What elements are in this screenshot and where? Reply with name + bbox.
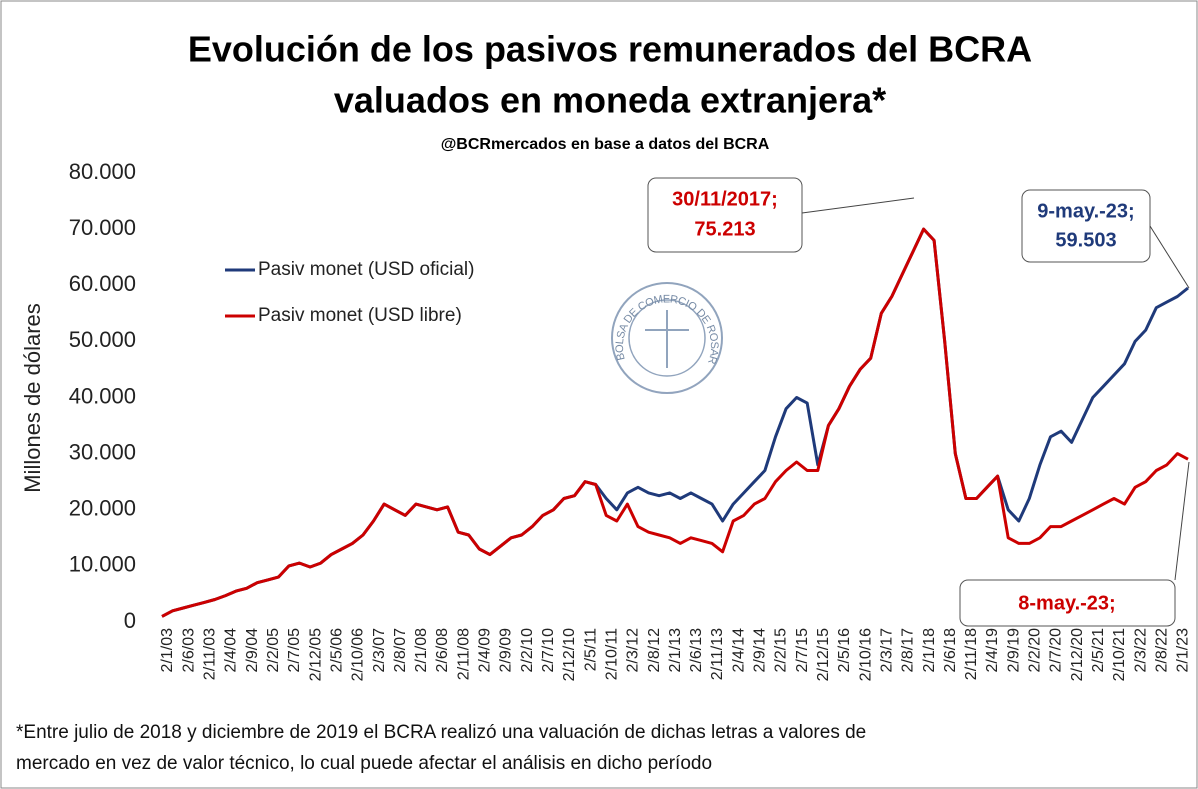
- y-axis-label: Millones de dólares: [20, 303, 45, 493]
- x-tick-label: 2/1/23: [1175, 628, 1192, 673]
- footnote: mercado en vez de valor técnico, lo cual…: [16, 753, 712, 774]
- annotation-text: 59.503: [1055, 229, 1116, 251]
- x-tick-label: 2/5/11: [582, 628, 599, 671]
- chart-title-line2: valuados en moneda extranjera*: [334, 80, 886, 121]
- x-tick-label: 2/11/03: [202, 628, 219, 680]
- x-tick-label: 2/7/15: [794, 628, 811, 673]
- x-tick-label: 2/4/04: [223, 628, 240, 673]
- annotation-box: [959, 579, 1176, 627]
- x-tick-label: 2/11/18: [963, 628, 980, 680]
- x-tick-label: 2/5/06: [328, 628, 345, 673]
- x-tick-label: 2/10/21: [1111, 628, 1128, 681]
- x-tick-label: 2/5/21: [1090, 628, 1107, 673]
- y-tick-label: 40.000: [69, 383, 136, 408]
- y-tick-label: 20.000: [69, 496, 136, 521]
- x-tick-label: 2/4/19: [984, 628, 1001, 673]
- x-tick-label: 2/9/09: [498, 628, 515, 673]
- y-tick-label: 70.000: [69, 215, 136, 240]
- x-tick-label: 2/2/05: [265, 628, 282, 673]
- y-tick-label: 0: [124, 608, 136, 633]
- x-tick-label: 2/11/13: [709, 628, 726, 680]
- x-tick-label: 2/9/14: [752, 628, 769, 673]
- x-tick-label: 2/12/15: [815, 628, 832, 681]
- y-tick-label: 30.000: [69, 439, 136, 464]
- annotation-box: [647, 177, 803, 253]
- annotations: 30/11/2017; 75.213 9-may.-23; 59.503 8-m…: [647, 177, 1190, 627]
- x-tick-label: 2/8/12: [646, 628, 663, 673]
- annotation-text: 8-may.-23;: [1018, 592, 1115, 614]
- y-tick-label: 80.000: [69, 159, 136, 184]
- x-tick-label: 2/9/19: [1005, 628, 1022, 673]
- x-tick-label: 2/3/22: [1132, 628, 1149, 673]
- footnote: *Entre julio de 2018 y diciembre de 2019…: [16, 722, 866, 743]
- x-tick-label: 2/2/10: [519, 628, 536, 673]
- x-tick-label: 2/7/20: [1048, 628, 1065, 673]
- x-tick-label: 2/12/05: [307, 628, 324, 681]
- x-tick-label: 2/4/09: [477, 628, 494, 673]
- x-tick-label: 2/3/12: [625, 628, 642, 673]
- x-tick-label: 2/1/03: [159, 628, 176, 673]
- x-tick-label: 2/9/04: [244, 628, 261, 673]
- x-tick-label: 2/6/13: [688, 628, 705, 673]
- x-tick-label: 2/11/08: [455, 628, 472, 680]
- x-tick-label: 2/7/05: [286, 628, 303, 673]
- chart-title: Evolución de los pasivos remunerados del…: [188, 29, 1032, 70]
- annotation-pointer: [801, 197, 915, 214]
- y-tick-label: 10.000: [69, 552, 136, 577]
- x-tick-label: 2/6/18: [942, 628, 959, 673]
- x-tick-label: 2/5/16: [836, 628, 853, 673]
- logo-ring: [611, 282, 723, 394]
- x-tick-label: 2/3/07: [371, 628, 388, 673]
- x-tick-label: 2/8/17: [900, 628, 917, 673]
- annotation-pointer: [1174, 461, 1190, 581]
- x-tick-label: 2/2/15: [773, 628, 790, 673]
- legend-label: Pasiv monet (USD libre): [258, 305, 462, 326]
- x-tick-label: 2/10/16: [857, 628, 874, 681]
- x-tick-label: 2/10/06: [350, 628, 367, 681]
- x-tick-label: 2/1/13: [667, 628, 684, 673]
- x-tick-label: 2/1/08: [413, 628, 430, 673]
- x-tick-label: 2/12/20: [1069, 628, 1086, 681]
- annotation-text: 75.213: [694, 218, 755, 240]
- y-tick-label: 50.000: [69, 327, 136, 352]
- annotation-pointer: [1149, 225, 1190, 289]
- x-tick-label: 2/12/10: [561, 628, 578, 681]
- x-tick-label: 2/6/08: [434, 628, 451, 673]
- x-tick-label: 2/7/10: [540, 628, 557, 673]
- annotation-text: 9-may.-23;: [1037, 200, 1134, 222]
- x-tick-label: 2/3/17: [878, 628, 895, 673]
- x-tick-label: 2/10/11: [603, 628, 620, 680]
- series-line: [161, 227, 1189, 618]
- x-tick-label: 2/6/03: [180, 628, 197, 673]
- legend-label: Pasiv monet (USD oficial): [258, 259, 474, 280]
- x-tick-label: 2/8/07: [392, 628, 409, 673]
- x-tick-label: 2/2/20: [1027, 628, 1044, 673]
- x-tick-label: 2/8/22: [1153, 628, 1170, 673]
- y-tick-label: 60.000: [69, 271, 136, 296]
- chart-subtitle: @BCRmercados en base a datos del BCRA: [441, 136, 770, 153]
- x-tick-label: 2/1/18: [921, 628, 938, 673]
- annotation-text: 30/11/2017;: [672, 188, 778, 210]
- logo-inner: [628, 299, 706, 377]
- x-tick-label: 2/4/14: [730, 628, 747, 673]
